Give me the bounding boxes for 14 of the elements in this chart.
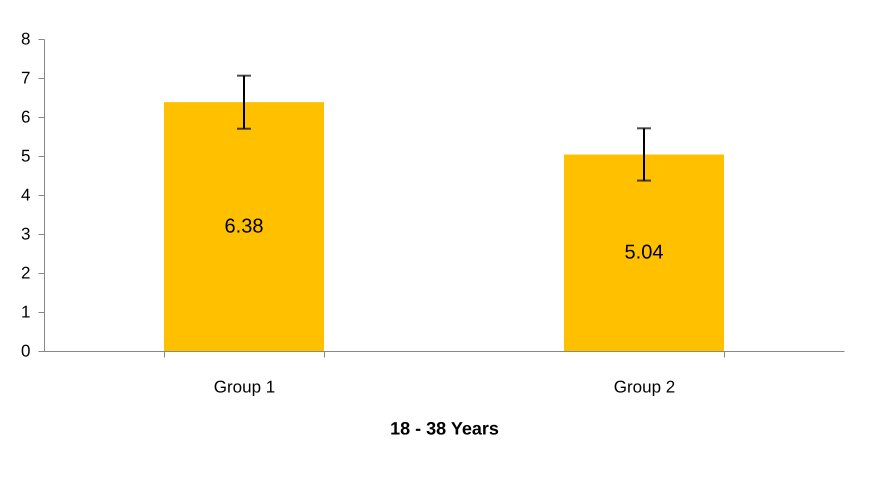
y-tick-label: 2 [21, 264, 30, 282]
x-tick-label: Group 2 [614, 378, 676, 396]
y-tick-label: 1 [21, 302, 30, 322]
x-tick-label: Group 1 [214, 378, 276, 396]
y-tick-label: 5 [21, 146, 30, 166]
y-tick-label: 3 [21, 224, 30, 244]
y-tick-label: 6 [21, 108, 30, 126]
y-tick-label: 7 [21, 68, 30, 88]
y-tick-label: 0 [21, 342, 30, 360]
data-label: 5.04 [624, 242, 664, 264]
y-tick-label: 8 [21, 30, 30, 48]
data-label: 6.38 [224, 216, 264, 238]
y-tick-label: 4 [21, 186, 30, 204]
x-axis-title: 18 - 38 Years [390, 418, 499, 438]
